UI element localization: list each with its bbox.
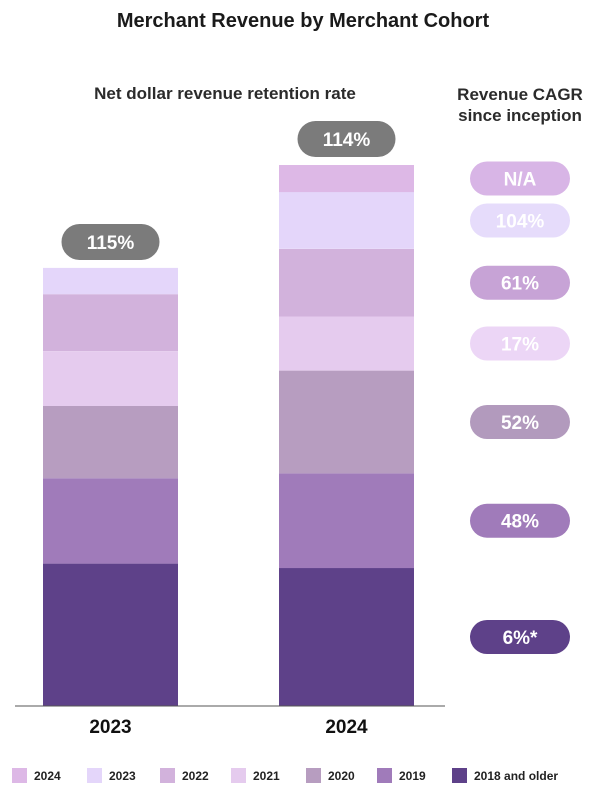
cagr-value-2018-and-older: 6%* [503, 628, 538, 649]
cagr-header-line1: Revenue CAGR [457, 85, 583, 104]
retention-pill-2023 [61, 223, 160, 260]
cagr-pill-2022 [470, 265, 570, 300]
bar-2024-cohort-2023 [279, 192, 414, 249]
bar-2024-cohort-2021 [279, 316, 414, 371]
legend-swatch-2024 [12, 768, 27, 783]
legend-swatch-2021 [231, 768, 246, 783]
legend-swatch-2020 [306, 768, 321, 783]
bar-2023-cohort-2020 [43, 405, 178, 479]
bar-2023-cohort-2023 [43, 267, 178, 295]
cagr-value-2020: 52% [501, 413, 539, 434]
legend-swatch-2023 [87, 768, 102, 783]
cagr-pill-2019 [470, 503, 570, 538]
legend: 2024 2023 2022 2021 2020 2019 2018 and older [12, 768, 558, 783]
cagr-value-2024: N/A [504, 170, 537, 191]
retention-pill-2024 [297, 121, 396, 157]
bar-2023-cohort-2021 [43, 351, 178, 406]
legend-label-2022: 2022 [182, 769, 209, 783]
legend-label-2018-and-older: 2018 and older [474, 769, 558, 783]
bar-2024-cohort-2022 [279, 248, 414, 317]
cagr-pill-2020 [470, 405, 570, 439]
retention-pills-group: 115% 114% [61, 121, 396, 260]
x-tick-label-2024: 2024 [325, 717, 368, 738]
legend-label-2019: 2019 [399, 769, 426, 783]
retention-rate-2023: 115% [87, 233, 135, 254]
bar-2023-cohort-2018-and-older [43, 563, 178, 706]
bar-2023-cohort-2022 [43, 294, 178, 352]
legend-swatch-2019 [377, 768, 392, 783]
bars-group [43, 165, 414, 706]
legend-label-2020: 2020 [328, 769, 355, 783]
chart-title: Merchant Revenue by Merchant Cohort [116, 10, 490, 32]
bar-2024-cohort-2018-and-older [279, 568, 414, 706]
cagr-pill-2018-and-older [470, 620, 570, 654]
cagr-pill-2023 [470, 203, 570, 238]
legend-label-2021: 2021 [253, 769, 280, 783]
x-tick-label-2023: 2023 [89, 717, 131, 738]
bar-2024-cohort-2020 [279, 370, 414, 474]
cagr-value-2021: 17% [501, 335, 539, 356]
bar-2024-cohort-2019 [279, 473, 414, 569]
retention-header: Net dollar revenue retention rate [94, 84, 356, 103]
cagr-value-2022: 61% [501, 274, 539, 295]
cagr-header: Revenue CAGR since inception [440, 84, 600, 126]
cagr-pill-2024 [470, 161, 570, 196]
cagr-header-line2: since inception [458, 106, 582, 125]
x-tick-labels: 2023 2024 [89, 717, 368, 738]
legend-swatch-2018-and-older [452, 768, 467, 783]
bar-2023-cohort-2019 [43, 478, 178, 564]
legend-label-2024: 2024 [34, 769, 61, 783]
cagr-pills-group: 6%* 48% 52% 17% 61% 104% N/A [470, 161, 570, 654]
bar-2024-cohort-2024 [279, 165, 414, 193]
retention-rate-2024: 114% [323, 130, 371, 151]
cagr-value-2019: 48% [501, 512, 539, 533]
cagr-pill-2021 [470, 326, 570, 361]
legend-label-2023: 2023 [109, 769, 136, 783]
cagr-value-2023: 104% [496, 212, 545, 233]
legend-swatch-2022 [160, 768, 175, 783]
